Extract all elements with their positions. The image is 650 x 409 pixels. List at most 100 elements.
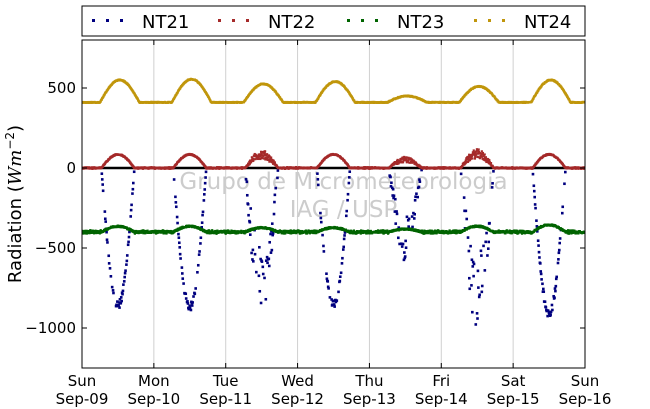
- point-nt23: [313, 229, 316, 232]
- grid-lines: [153, 40, 514, 368]
- point-nt22: [483, 158, 486, 162]
- point-nt21: [196, 270, 199, 274]
- point-nt22: [399, 159, 402, 162]
- point-nt21: [273, 193, 277, 197]
- point-nt21: [125, 259, 129, 263]
- point-nt21: [174, 205, 178, 209]
- point-nt21: [332, 303, 336, 306]
- point-nt21: [184, 292, 188, 296]
- point-nt21: [101, 189, 105, 193]
- point-nt22: [267, 156, 270, 159]
- point-nt21: [465, 217, 469, 221]
- point-nt21: [550, 303, 554, 307]
- point-nt21: [201, 210, 205, 214]
- point-nt22: [267, 158, 270, 161]
- point-nt21: [418, 178, 421, 181]
- point-nt21: [271, 232, 275, 235]
- point-nt21: [471, 310, 474, 314]
- point-nt21: [261, 272, 265, 276]
- point-nt23: [583, 231, 585, 234]
- point-nt21: [339, 271, 343, 275]
- point-nt21: [472, 274, 475, 278]
- point-nt22: [473, 157, 477, 160]
- point-nt21: [480, 284, 484, 288]
- point-nt21: [532, 184, 536, 188]
- point-nt23: [455, 232, 458, 235]
- point-nt21: [477, 295, 481, 299]
- point-nt21: [332, 299, 335, 303]
- point-nt23: [368, 229, 371, 233]
- point-nt23: [429, 229, 432, 232]
- point-nt21: [319, 216, 323, 220]
- point-nt22: [401, 156, 404, 159]
- point-nt21: [190, 304, 194, 307]
- point-nt23: [134, 229, 138, 233]
- point-nt22: [271, 161, 274, 164]
- point-nt22: [402, 157, 406, 160]
- point-nt22: [478, 151, 481, 155]
- point-nt21: [186, 300, 189, 303]
- point-nt22: [397, 159, 400, 162]
- point-nt21: [392, 194, 396, 198]
- point-nt21: [488, 221, 491, 225]
- point-nt21: [410, 215, 414, 218]
- point-nt21: [400, 242, 403, 245]
- point-nt21: [537, 244, 540, 247]
- plot-area: [82, 40, 585, 368]
- point-nt21: [538, 256, 541, 259]
- point-nt21: [558, 241, 562, 245]
- point-nt21: [560, 211, 564, 215]
- point-nt22: [199, 158, 202, 162]
- point-nt22: [268, 155, 271, 158]
- point-nt22: [476, 152, 480, 155]
- point-nt21: [480, 254, 483, 257]
- point-nt21: [258, 245, 261, 249]
- point-nt23: [422, 232, 425, 235]
- point-nt21: [345, 209, 349, 213]
- point-nt21: [265, 255, 269, 259]
- point-nt21: [482, 244, 485, 248]
- point-nt21: [472, 262, 476, 266]
- point-nt21: [475, 312, 479, 315]
- point-nt22: [468, 156, 471, 159]
- point-nt22: [480, 150, 483, 153]
- point-nt22: [393, 162, 396, 166]
- point-nt21: [122, 280, 126, 283]
- point-nt21: [119, 296, 123, 299]
- point-nt21: [123, 271, 127, 275]
- point-nt21: [471, 265, 475, 268]
- point-nt21: [258, 289, 262, 293]
- point-nt21: [549, 313, 552, 316]
- point-nt21: [406, 218, 410, 222]
- point-nt21: [180, 266, 184, 269]
- point-nt23: [514, 231, 517, 234]
- point-nt21: [554, 289, 557, 293]
- point-nt21: [467, 249, 471, 253]
- point-nt23: [461, 230, 464, 233]
- point-nt22: [167, 166, 171, 169]
- point-nt21: [398, 242, 401, 246]
- point-nt23: [103, 229, 106, 233]
- point-nt21: [543, 300, 547, 304]
- point-nt21: [325, 277, 329, 281]
- point-nt21: [486, 254, 489, 257]
- point-nt21: [555, 275, 558, 279]
- point-nt21: [564, 170, 567, 174]
- point-nt21: [276, 176, 279, 180]
- point-nt21: [404, 239, 407, 243]
- point-nt23: [146, 229, 149, 232]
- point-nt21: [414, 195, 417, 199]
- point-nt22: [474, 154, 477, 157]
- point-nt21: [172, 178, 176, 181]
- point-nt21: [542, 287, 545, 291]
- point-nt22: [275, 164, 278, 167]
- point-nt21: [347, 181, 351, 185]
- point-nt21: [272, 212, 276, 216]
- point-nt22: [400, 161, 404, 164]
- point-nt21: [468, 287, 472, 291]
- point-nt21: [126, 243, 130, 247]
- point-nt21: [397, 236, 400, 240]
- point-nt21: [483, 269, 487, 272]
- point-nt22: [465, 158, 468, 161]
